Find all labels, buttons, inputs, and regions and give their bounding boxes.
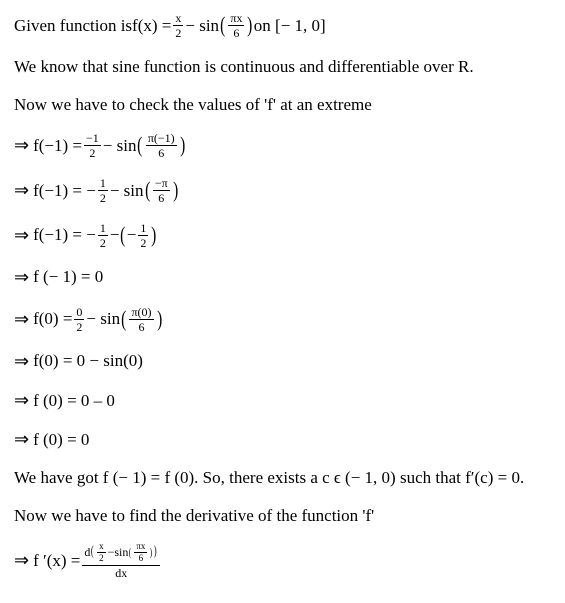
text-l9: f(0) = 0 − sin(0) xyxy=(33,349,143,373)
l4-mid: − sin xyxy=(103,134,137,158)
line-fneg1-c: ⇒ f(−1) = − 1 2 − ( − 1 2 ) xyxy=(14,220,551,251)
lparen-icon: ( xyxy=(121,304,126,335)
line-check-extreme: Now we have to check the values of 'f' a… xyxy=(14,93,551,117)
arrow-icon: ⇒ xyxy=(14,548,29,573)
inner-frac-2: πx 6 xyxy=(134,542,147,563)
text-l12: We have got f (− 1) = f (0). So, there e… xyxy=(14,466,524,490)
inner-frac-1: x 2 xyxy=(97,542,106,563)
arrow-icon: ⇒ xyxy=(14,388,29,413)
line-f0-a: ⇒ f(0) = 0 2 − sin ( π(0) 6 ) xyxy=(14,304,551,335)
l8-lhs: f(0) = xyxy=(33,307,72,331)
arrow-icon: ⇒ xyxy=(14,133,29,158)
arrow-icon: ⇒ xyxy=(14,427,29,452)
inner-mid: −sin xyxy=(108,546,129,558)
expr-l6: f(−1) = − 1 2 − ( − 1 2 ) xyxy=(33,220,158,251)
lparen-icon: ( xyxy=(145,175,150,206)
derivative-num: d ( x 2 −sin ( πx 6 ) ) xyxy=(82,542,160,566)
arrow-icon: ⇒ xyxy=(14,349,29,374)
line-f0-c: ⇒ f (0) = 0 – 0 xyxy=(14,388,551,413)
minus-sin: − sin xyxy=(185,14,219,38)
text-l13: Now we have to find the derivative of th… xyxy=(14,504,374,528)
frac-l5a: 1 2 xyxy=(98,177,108,204)
l8-mid: − sin xyxy=(86,307,120,331)
rparen-icon: ) xyxy=(180,130,185,161)
text-given: Given function is xyxy=(14,14,132,38)
lparen-icon: ( xyxy=(129,546,131,558)
line-f0-b: ⇒ f(0) = 0 − sin(0) xyxy=(14,349,551,374)
frac-l5b: −π 6 xyxy=(153,177,170,204)
frac-l6a: 1 2 xyxy=(98,222,108,249)
line-conclusion: We have got f (− 1) = f (0). So, there e… xyxy=(14,466,551,490)
derivative-den: dx xyxy=(113,566,129,579)
rparen-icon: ) xyxy=(248,10,253,41)
l6-mid: − xyxy=(110,223,120,247)
frac-l4b: π(−1) 6 xyxy=(146,132,177,159)
line-fprime: ⇒ f ′(x) = d ( x 2 −sin ( πx 6 ) ) dx xyxy=(14,542,551,579)
rparen-icon: ) xyxy=(173,175,178,206)
frac-l8b: π(0) 6 xyxy=(129,306,153,333)
line-fneg1-b: ⇒ f(−1) = − 1 2 − sin ( −π 6 ) xyxy=(14,175,551,206)
l6-neg: − xyxy=(127,223,137,247)
arrow-icon: ⇒ xyxy=(14,178,29,203)
text-l11: f (0) = 0 xyxy=(33,428,89,452)
line-given-function: Given function is f(x) = x 2 − sin ( πx … xyxy=(14,10,551,41)
text-l7: f (− 1) = 0 xyxy=(33,265,103,289)
rparen-icon: ) xyxy=(151,220,156,251)
l4-lhs: f(−1) = xyxy=(33,134,82,158)
expr-fx-def: f(x) = x 2 − sin ( πx 6 ) xyxy=(132,10,254,41)
arrow-icon: ⇒ xyxy=(14,307,29,332)
frac-derivative: d ( x 2 −sin ( πx 6 ) ) dx xyxy=(82,542,160,579)
frac-l4a: −1 2 xyxy=(84,132,101,159)
rparen-icon: ) xyxy=(154,545,157,559)
arrow-icon: ⇒ xyxy=(14,265,29,290)
lparen-icon: ( xyxy=(121,220,126,251)
text-l10: f (0) = 0 – 0 xyxy=(33,389,115,413)
rparen-icon: ) xyxy=(150,546,152,558)
line-fneg1-a: ⇒ f(−1) = −1 2 − sin ( π(−1) 6 ) xyxy=(14,130,551,161)
l5-lhs: f(−1) = − xyxy=(33,179,96,203)
frac-pix-6: πx 6 xyxy=(228,12,244,39)
l14-lhs: f ′(x) = xyxy=(33,549,80,573)
l5-mid: − sin xyxy=(110,179,144,203)
line-continuous: We know that sine function is continuous… xyxy=(14,55,551,79)
line-derivative-intro: Now we have to find the derivative of th… xyxy=(14,504,551,528)
arrow-icon: ⇒ xyxy=(14,223,29,248)
lparen-icon: ( xyxy=(220,10,225,41)
line-fneg1-result: ⇒ f (− 1) = 0 xyxy=(14,265,551,290)
lparen-icon: ( xyxy=(91,545,94,559)
expr-l4: f(−1) = −1 2 − sin ( π(−1) 6 ) xyxy=(33,130,186,161)
frac-l8a: 0 2 xyxy=(74,306,84,333)
frac-x-2: x 2 xyxy=(173,12,183,39)
text-interval: on [− 1, 0] xyxy=(254,14,326,38)
fx-lhs: f(x) = xyxy=(132,14,171,38)
l6-lhs: f(−1) = − xyxy=(33,223,96,247)
rparen-icon: ) xyxy=(157,304,162,335)
text-l3: Now we have to check the values of 'f' a… xyxy=(14,93,372,117)
frac-l6b: 1 2 xyxy=(138,222,148,249)
line-f0-result: ⇒ f (0) = 0 xyxy=(14,427,551,452)
text-l2: We know that sine function is continuous… xyxy=(14,55,474,79)
lparen-icon: ( xyxy=(138,130,143,161)
expr-l14: f ′(x) = d ( x 2 −sin ( πx 6 ) ) dx xyxy=(33,542,162,579)
d-prefix: d xyxy=(84,546,90,558)
expr-l8: f(0) = 0 2 − sin ( π(0) 6 ) xyxy=(33,304,163,335)
expr-l5: f(−1) = − 1 2 − sin ( −π 6 ) xyxy=(33,175,179,206)
